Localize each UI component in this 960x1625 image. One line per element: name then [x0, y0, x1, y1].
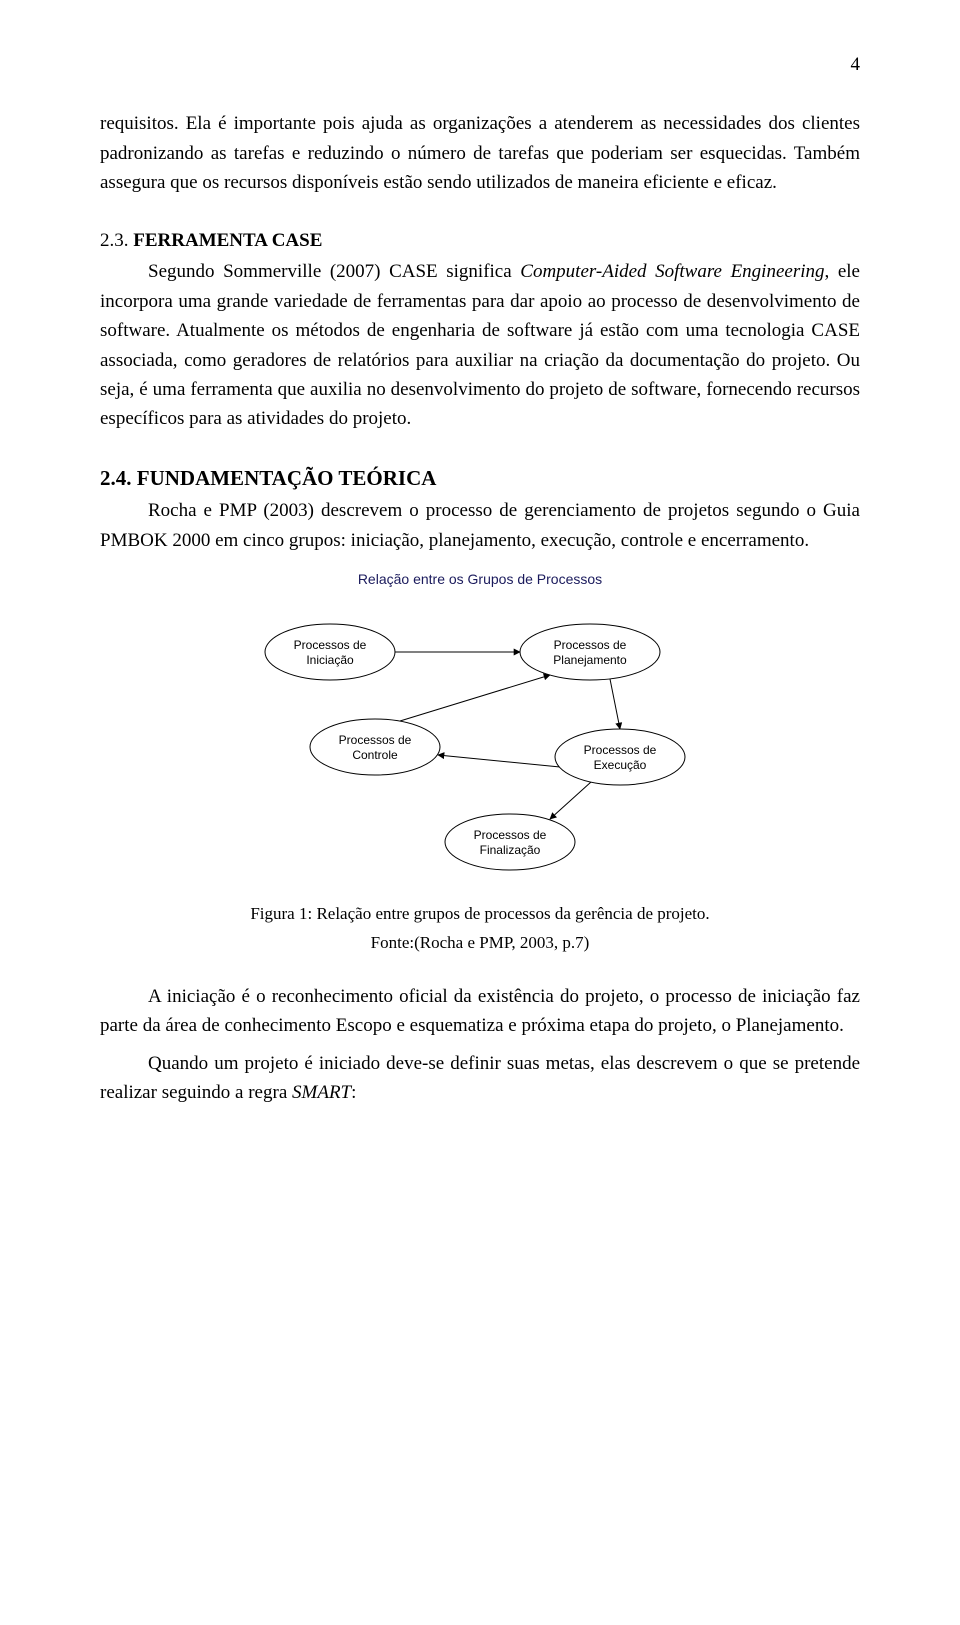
process-groups-diagram: Processos deIniciaçãoProcessos dePlaneja…	[220, 597, 740, 882]
diagram-node-execucao	[555, 729, 685, 785]
section-title: FERRAMENTA CASE	[133, 230, 322, 251]
diagram-node-label: Planejamento	[553, 653, 627, 667]
text-run: :	[351, 1082, 356, 1103]
diagram-edge	[438, 755, 560, 767]
paragraph-pmbok: Rocha e PMP (2003) descrevem o processo …	[100, 496, 860, 555]
paragraph-iniciacao: A iniciação é o reconhecimento oficial d…	[100, 982, 860, 1041]
diagram-node-label: Processos de	[474, 828, 547, 842]
text-run: Segundo Sommerville (2007) CASE signific…	[148, 261, 520, 282]
figure-inline-title: Relação entre os Grupos de Processos	[220, 569, 740, 591]
text-italic: Computer-Aided Software Engineering	[520, 261, 824, 282]
diagram-node-iniciacao	[265, 624, 395, 680]
figure-source: Fonte:(Rocha e PMP, 2003, p.7)	[220, 930, 740, 956]
paragraph-intro: requisitos. Ela é importante pois ajuda …	[100, 109, 860, 197]
diagram-node-label: Processos de	[554, 638, 627, 652]
section-heading-2-3: 2.3. FERRAMENTA CASE	[100, 226, 860, 255]
diagram-node-finalizacao	[445, 814, 575, 870]
diagram-node-planejamento	[520, 624, 660, 680]
text-run: , ele incorpora uma grande variedade de …	[100, 261, 860, 429]
diagram-node-controle	[310, 719, 440, 775]
diagram-edge	[550, 782, 591, 819]
diagram-node-label: Iniciação	[306, 653, 354, 667]
diagram-edge	[400, 675, 550, 721]
text-run: Quando um projeto é iniciado deve-se def…	[100, 1053, 860, 1103]
section-heading-2-4: 2.4. FUNDAMENTAÇÃO TEÓRICA	[100, 462, 860, 495]
diagram-node-label: Execução	[594, 758, 647, 772]
paragraph-case: Segundo Sommerville (2007) CASE signific…	[100, 257, 860, 434]
section-number: 2.3.	[100, 230, 129, 251]
page-number: 4	[100, 50, 860, 79]
diagram-node-label: Controle	[352, 748, 398, 762]
diagram-node-label: Finalização	[480, 843, 541, 857]
text-italic: SMART	[292, 1082, 351, 1103]
figure-caption: Figura 1: Relação entre grupos de proces…	[220, 901, 740, 927]
paragraph-smart: Quando um projeto é iniciado deve-se def…	[100, 1049, 860, 1108]
figure-1: Relação entre os Grupos de Processos Pro…	[220, 569, 740, 956]
diagram-node-label: Processos de	[294, 638, 367, 652]
diagram-node-label: Processos de	[584, 743, 657, 757]
diagram-edge	[610, 679, 620, 729]
diagram-node-label: Processos de	[339, 733, 412, 747]
